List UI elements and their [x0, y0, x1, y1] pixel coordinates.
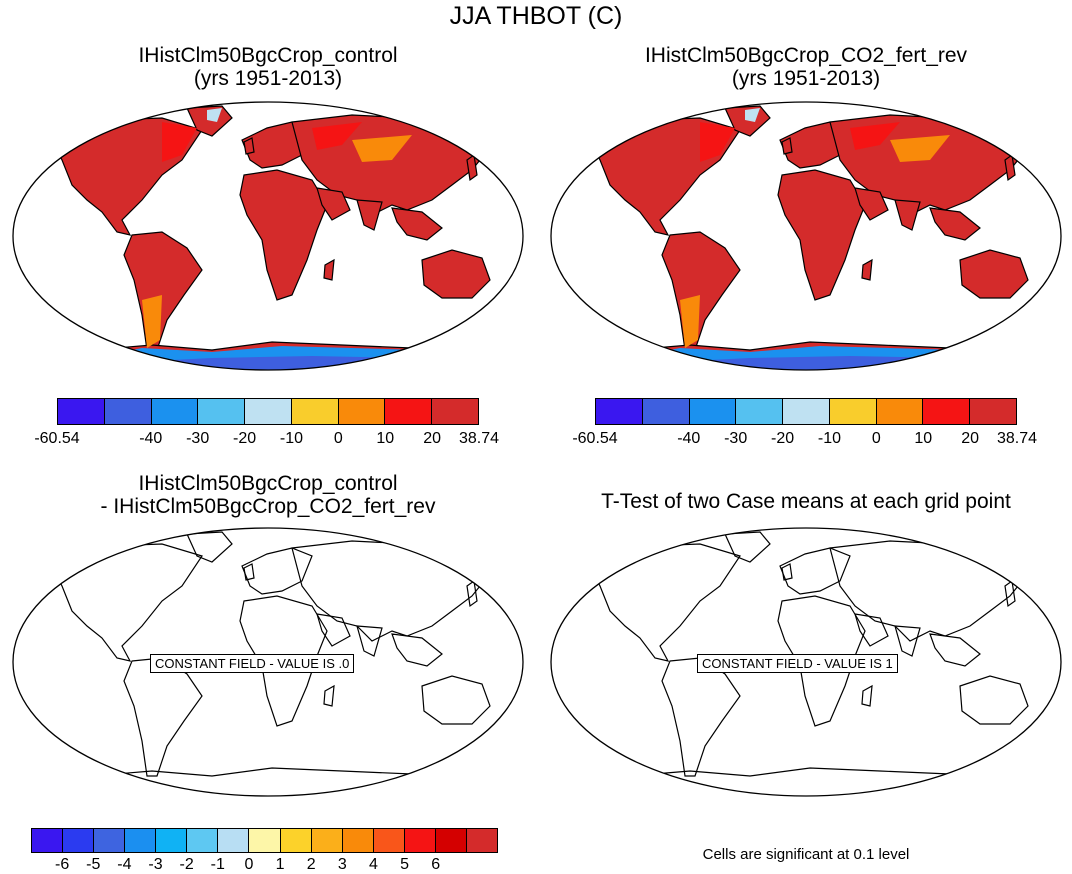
panel-title-line1: IHistClm50BgcCrop_control	[138, 472, 398, 495]
colorbar-swatch	[125, 829, 157, 852]
colorbar-swatch	[642, 399, 690, 424]
colorbar-swatch	[466, 829, 497, 852]
colorbar-swatch	[970, 399, 1017, 424]
colorbar-swatch	[342, 829, 374, 852]
panel-title-bottom-right: T-Test of two Case means at each grid po…	[601, 490, 1011, 513]
map-top-right	[550, 101, 1062, 372]
colorbar-tick-label: 2	[306, 856, 316, 873]
colorbar-swatch	[736, 399, 784, 424]
colorbar-tick-label: 6	[431, 856, 441, 873]
colorbar-swatch	[596, 399, 643, 424]
colorbar-tick-label: -30	[724, 430, 748, 447]
colorbar-swatch	[32, 829, 64, 852]
colorbar-swatch	[923, 399, 971, 424]
colorbar-tick-label: -10	[817, 430, 841, 447]
panel-title-top-left: IHistClm50BgcCrop_control (yrs 1951-2013…	[12, 44, 524, 90]
colorbar-swatch	[187, 829, 219, 852]
constant-field-label: CONSTANT FIELD - VALUE IS .0	[150, 654, 355, 673]
colorbar-swatch	[876, 399, 924, 424]
colorbar-swatch	[58, 399, 105, 424]
map-top-left	[12, 101, 524, 372]
colorbar-tick-label: 0	[244, 856, 254, 873]
colorbar-tick-label: -60.54	[34, 430, 80, 447]
colorbar-bottom	[31, 828, 498, 853]
colorbar-tick-label: -4	[117, 856, 132, 873]
colorbar-tick-label: 10	[376, 430, 395, 447]
colorbar-swatch	[245, 399, 292, 424]
colorbar-tick-label: 0	[871, 430, 881, 447]
colorbar-swatch	[249, 829, 281, 852]
constant-field-label: CONSTANT FIELD - VALUE IS 1	[697, 654, 898, 673]
colorbar-tick-label: 5	[400, 856, 410, 873]
colorbar-swatch	[291, 399, 339, 424]
colorbar-swatch	[689, 399, 737, 424]
colorbar-swatch	[829, 399, 877, 424]
colorbar-swatch	[156, 829, 188, 852]
colorbar-top-left	[57, 398, 479, 425]
significance-footnote: Cells are significant at 0.1 level	[702, 846, 910, 863]
colorbar-tick-label: -20	[232, 430, 257, 447]
colorbar-swatch	[432, 399, 479, 424]
colorbar-swatch	[338, 399, 386, 424]
panel-title-line2: (yrs 1951-2013)	[193, 67, 343, 90]
map-bottom-right	[550, 527, 1062, 797]
panel-title-line1: IHistClm50BgcCrop_control	[138, 44, 398, 67]
colorbar-tick-label: -40	[139, 430, 163, 447]
colorbar-tick-label: 20	[961, 430, 980, 447]
colorbar-tick-label: -40	[677, 430, 701, 447]
colorbar-tick-label: 10	[914, 430, 933, 447]
colorbar-swatch	[280, 829, 312, 852]
panel-title-bottom-left: IHistClm50BgcCrop_control - IHistClm50Bg…	[12, 472, 524, 518]
land-fill	[590, 106, 1040, 372]
colorbar-tick-label: -5	[86, 856, 101, 873]
land-fill	[52, 106, 502, 372]
panel-title-line2: (yrs 1951-2013)	[731, 67, 881, 90]
colorbar-swatch	[218, 829, 250, 852]
colorbar-tick-label: -3	[148, 856, 163, 873]
colorbar-swatch	[373, 829, 405, 852]
colorbar-tick-label: 3	[337, 856, 347, 873]
colorbar-tick-label: -6	[55, 856, 70, 873]
colorbar-swatch	[104, 399, 152, 424]
colorbar-tick-label: 38.74	[996, 430, 1038, 447]
colorbar-swatch	[385, 399, 433, 424]
colorbar-tick-label: -20	[770, 430, 795, 447]
colorbar-swatch	[198, 399, 246, 424]
colorbar-swatch	[151, 399, 199, 424]
colorbar-tick-label: -2	[179, 856, 194, 873]
colorbar-swatch	[435, 829, 467, 852]
colorbar-tick-label: 1	[275, 856, 285, 873]
colorbar-swatch	[404, 829, 436, 852]
map-bottom-left	[12, 527, 524, 797]
colorbar-swatch	[311, 829, 343, 852]
colorbar-tick-label: -1	[210, 856, 225, 873]
colorbar-top-right	[595, 398, 1017, 425]
colorbar-tick-label: -30	[186, 430, 210, 447]
colorbar-swatch	[783, 399, 830, 424]
colorbar-tick-label: 20	[423, 430, 442, 447]
figure-title: JJA THBOT (C)	[449, 2, 623, 30]
panel-title-line1: IHistClm50BgcCrop_CO2_fert_rev	[644, 44, 968, 67]
colorbar-tick-label: 4	[369, 856, 378, 873]
colorbar-tick-label: -10	[279, 430, 303, 447]
colorbar-swatch	[63, 829, 95, 852]
colorbar-swatch	[94, 829, 126, 852]
colorbar-tick-label: 0	[333, 430, 343, 447]
colorbar-tick-label: -60.54	[572, 430, 618, 447]
colorbar-tick-label: 38.74	[458, 430, 500, 447]
panel-title-line2: - IHistClm50BgcCrop_CO2_fert_rev	[100, 495, 436, 518]
panel-title-top-right: IHistClm50BgcCrop_CO2_fert_rev (yrs 1951…	[550, 44, 1062, 90]
